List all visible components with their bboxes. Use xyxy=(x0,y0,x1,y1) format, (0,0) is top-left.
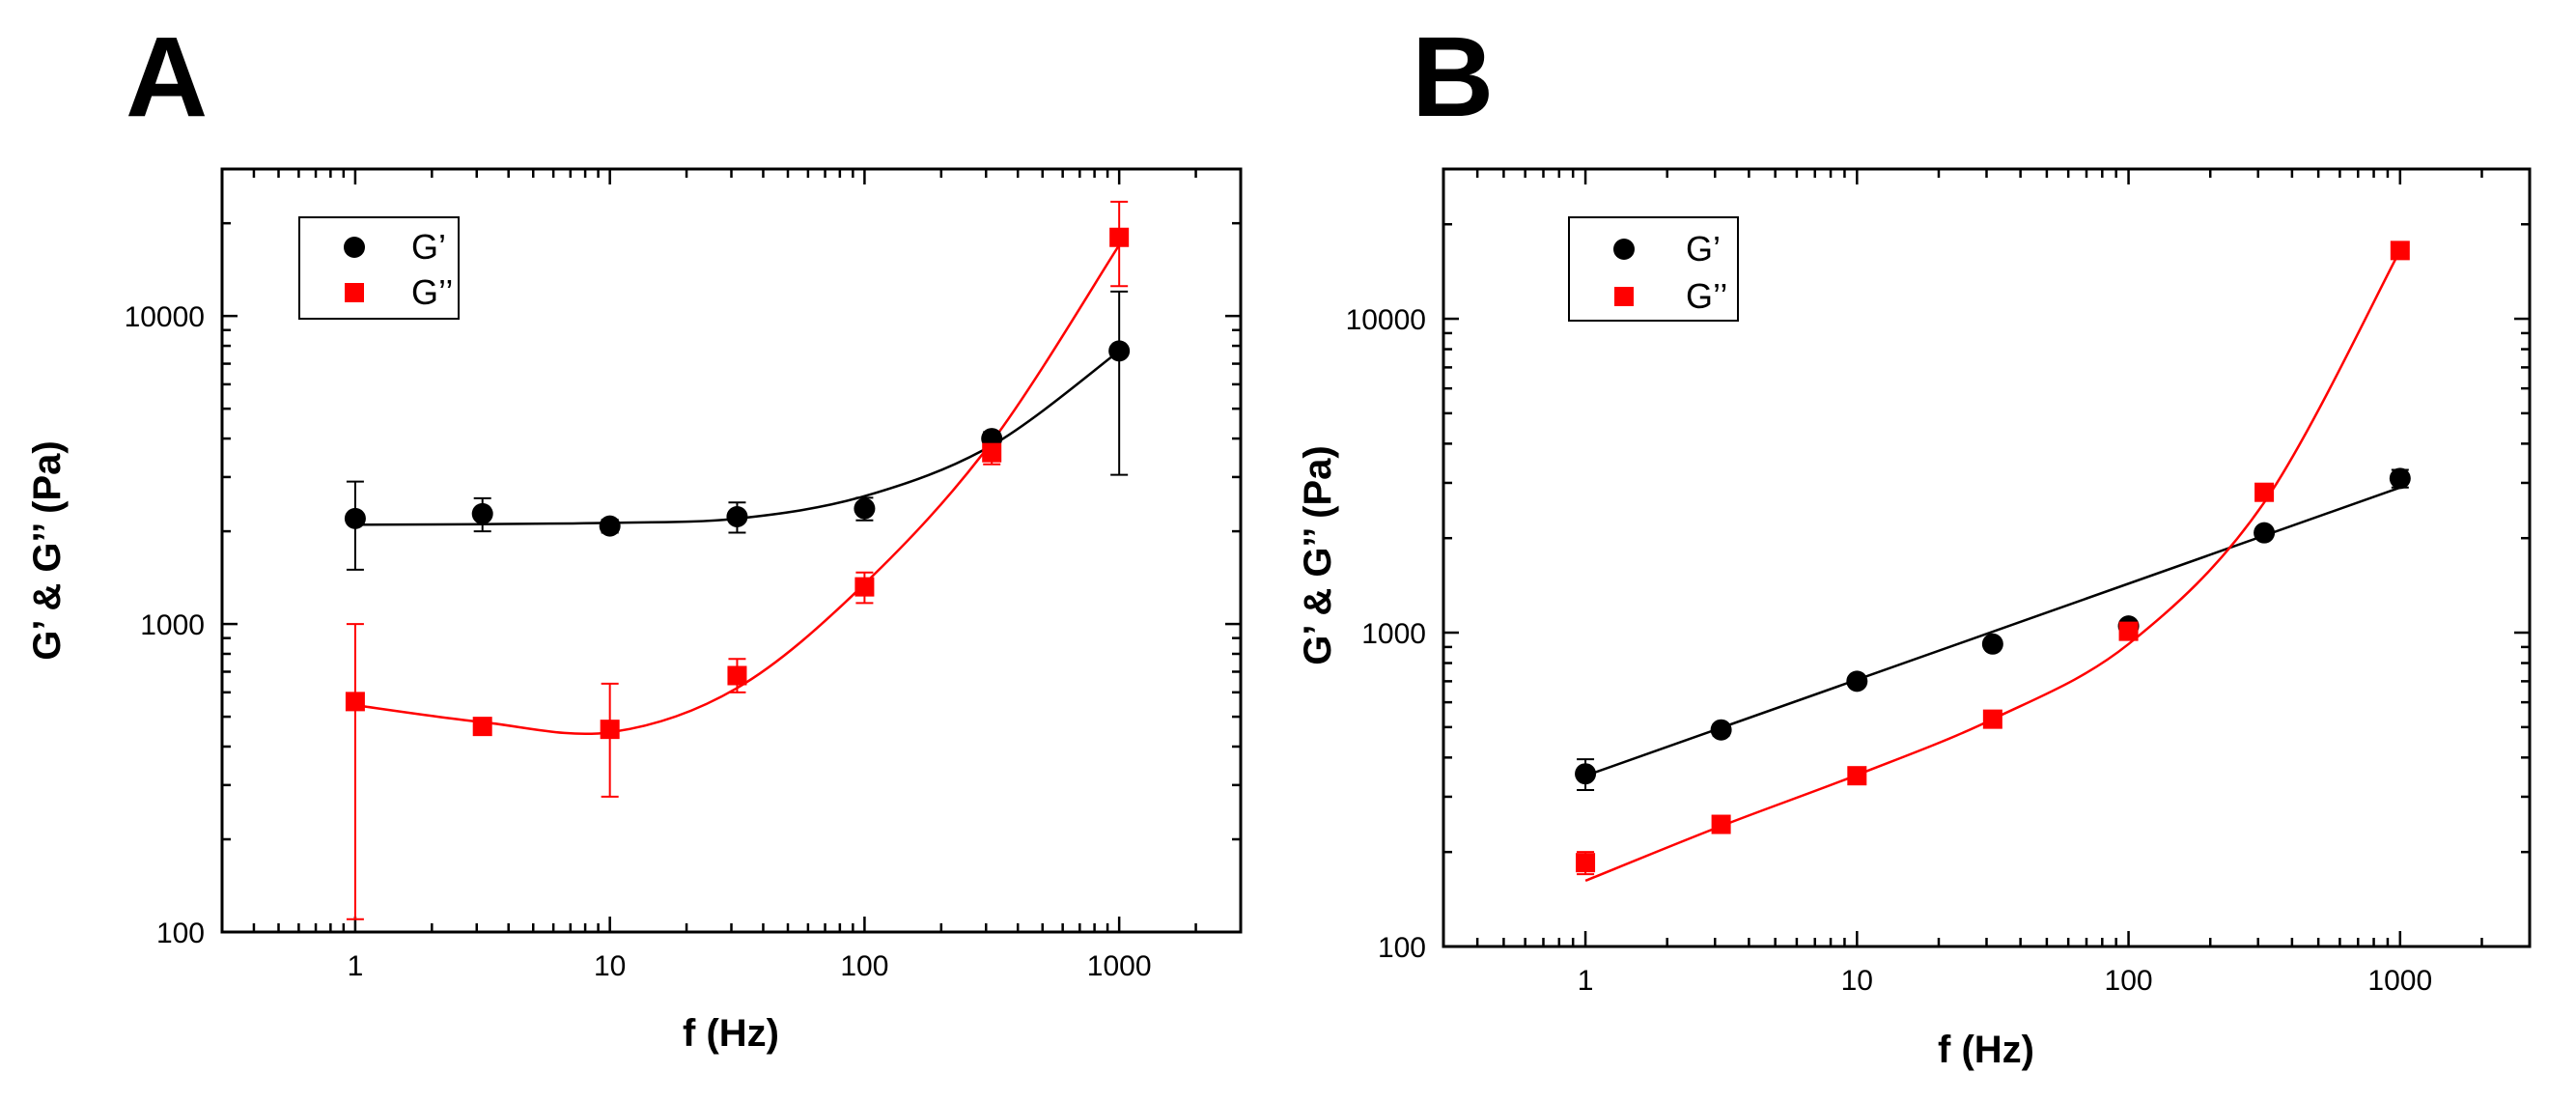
legend-marker-g-prime-a xyxy=(344,237,365,258)
legend-marker-g-double-prime-a xyxy=(345,283,364,302)
data-point-g-prime-b xyxy=(2254,522,2276,544)
legend-label-g-prime-a: G’ xyxy=(411,227,446,267)
data-point-g-double-prime-b xyxy=(2390,240,2410,261)
data-points-b xyxy=(1575,240,2411,873)
legend-a: G’ G’’ xyxy=(298,216,460,320)
y-axis-title-a: G’ & G’’ (Pa) xyxy=(26,440,69,660)
legend-marker-g-double-prime-b xyxy=(1614,287,1634,306)
x-tick-label-b: 1 xyxy=(1578,965,1594,997)
legend-label-g-double-prime-b: G’’ xyxy=(1686,276,1727,316)
y-tick-label-b: 100 xyxy=(1378,932,1426,964)
data-point-g-prime-b xyxy=(1575,763,1597,785)
error-bars-a xyxy=(346,200,1129,920)
data-point-g-double-prime-a xyxy=(600,720,620,740)
x-tick-label-a: 100 xyxy=(840,950,888,982)
x-tick-label-b: 100 xyxy=(2105,965,2153,997)
y-tick-label-b: 1000 xyxy=(1361,618,1426,650)
legend-label-g-prime-b: G’ xyxy=(1686,229,1721,268)
data-point-g-double-prime-b xyxy=(1576,853,1596,873)
x-tick-label-a: 1 xyxy=(348,950,364,982)
data-point-g-double-prime-a xyxy=(727,665,747,686)
fit-line-g-prime-a xyxy=(354,350,1120,526)
y-tick-label-a: 1000 xyxy=(140,609,205,641)
ticks-a xyxy=(220,167,1243,934)
y-tick-label-b: 10000 xyxy=(1346,304,1426,336)
data-point-g-double-prime-a xyxy=(345,692,365,712)
y-tick-label-a: 100 xyxy=(156,918,205,949)
data-point-g-prime-b xyxy=(1846,670,1868,692)
error-bars-b xyxy=(1577,246,2409,876)
legend-label-g-double-prime-a: G’’ xyxy=(411,272,453,312)
tick-labels-b: 1 10 100 1000 100 1000 10000 xyxy=(1346,304,2433,997)
data-point-g-prime-b xyxy=(2389,467,2411,490)
x-axis-title-b: f (Hz) xyxy=(1938,1029,2034,1071)
data-point-g-prime-a xyxy=(471,502,493,524)
data-point-g-prime-a xyxy=(1108,340,1131,362)
data-point-g-double-prime-b xyxy=(2118,621,2139,641)
x-axis-title-a: f (Hz) xyxy=(683,1012,779,1055)
panel-b: B 1 10 100 1000 100 1000 10000 f (Hz) G’ & G’’… xyxy=(1297,14,2532,1071)
data-point-g-double-prime-b xyxy=(1711,814,1731,834)
fit-line-g-prime-b xyxy=(1584,486,2401,777)
data-point-g-double-prime-b xyxy=(2254,482,2275,502)
data-point-g-double-prime-a xyxy=(854,577,875,597)
data-point-g-prime-a xyxy=(854,497,876,520)
y-axis-title-b: G’ & G’’ (Pa) xyxy=(1297,445,1339,664)
data-point-g-prime-b xyxy=(1710,719,1732,741)
data-point-g-double-prime-a xyxy=(1109,227,1130,247)
panel-a: A 1 10 100 1000 100 1000 10000 f (Hz) G’ & G’’… xyxy=(26,14,1243,1055)
panel-letter-a: A xyxy=(126,14,208,141)
x-tick-label-a: 1000 xyxy=(1087,950,1152,982)
panel-letter-b: B xyxy=(1412,14,1494,141)
legend-marker-g-prime-b xyxy=(1613,239,1635,260)
ticks-b xyxy=(1442,167,2532,948)
legend-box-a xyxy=(298,216,460,320)
legend-box-b xyxy=(1568,216,1739,322)
x-tick-label-b: 10 xyxy=(1841,965,1873,997)
legend-b: G’ G’’ xyxy=(1568,216,1739,322)
data-point-g-prime-b xyxy=(1981,633,2003,655)
data-point-g-double-prime-b xyxy=(1982,709,2002,729)
data-point-g-double-prime-a xyxy=(982,442,1002,463)
fit-line-g-double-prime-b xyxy=(1584,249,2401,883)
y-tick-label-a: 10000 xyxy=(125,301,205,333)
data-points-a xyxy=(344,227,1131,740)
x-tick-label-b: 1000 xyxy=(2367,965,2432,997)
data-point-g-double-prime-a xyxy=(472,717,492,737)
data-point-g-prime-a xyxy=(726,506,748,528)
data-point-g-prime-a xyxy=(599,515,621,537)
x-tick-label-a: 10 xyxy=(594,950,626,982)
tick-labels-a: 1 10 100 1000 100 1000 10000 xyxy=(125,301,1152,982)
fit-lines-b xyxy=(1584,249,2401,883)
data-point-g-prime-a xyxy=(344,507,366,529)
data-point-g-double-prime-b xyxy=(1847,766,1867,786)
